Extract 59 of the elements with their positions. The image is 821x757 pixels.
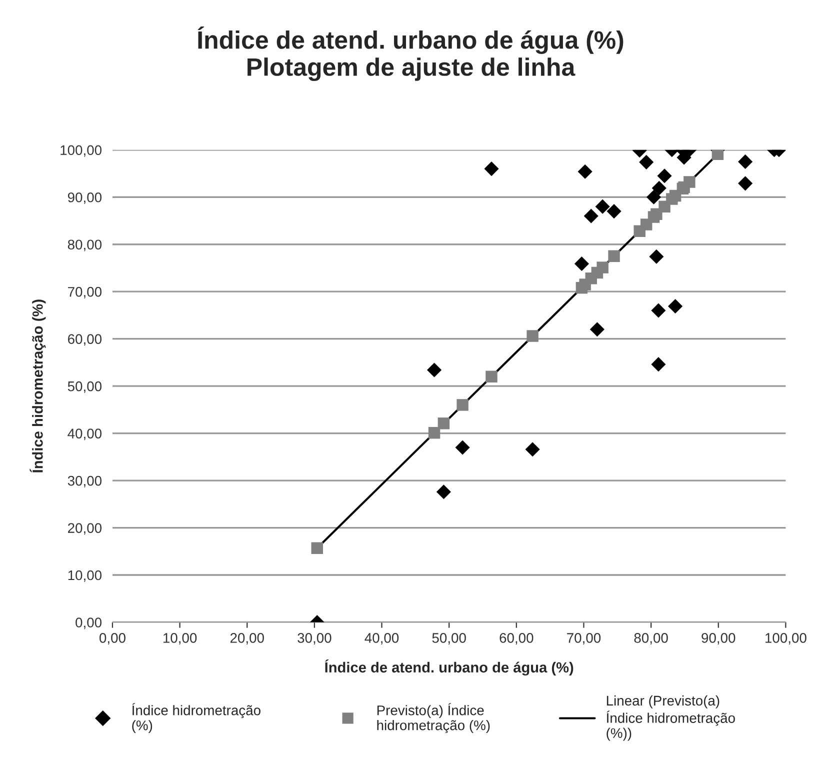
point: [311, 542, 324, 554]
point: [584, 208, 598, 224]
y-tick-label: 20,00: [68, 523, 102, 535]
point: [428, 426, 440, 439]
y-tick-label: 70,00: [68, 286, 102, 298]
x-tick-label: 40,00: [364, 633, 399, 645]
point: [456, 399, 468, 411]
x-axis-title: Índice de atend. urbano de água (%): [325, 660, 574, 676]
point: [595, 199, 610, 214]
point: [484, 161, 499, 176]
point: [436, 484, 451, 500]
point: [426, 362, 442, 378]
y-axis-title: Índice hidrometração (%): [30, 300, 46, 472]
point: [639, 154, 654, 170]
point: [668, 298, 683, 314]
point: [608, 250, 620, 262]
y-tick-label: 80,00: [68, 240, 102, 252]
point: [651, 357, 666, 372]
x-tick-label: 20,00: [230, 633, 264, 645]
x-tick-label: 0,00: [100, 633, 126, 645]
y-tick-label: 50,00: [68, 381, 102, 393]
point: [684, 176, 696, 188]
point: [606, 204, 622, 219]
point: [652, 180, 666, 196]
x-tick-label: 50,00: [432, 633, 466, 645]
chart-title: Índice de atend. urbano de água (%) Plotagem de ajuste de linha: [198, 26, 624, 81]
x-tick-label: 90,00: [702, 633, 736, 645]
point: [438, 418, 450, 430]
point: [712, 150, 724, 160]
point: [651, 303, 666, 318]
y-tick-label: 90,00: [68, 192, 102, 204]
legend-label: Linear (Previsto(a) Índice hidrometração (%)): [606, 695, 735, 741]
legend-label: Previsto(a) Índice hidrometração (%): [377, 703, 490, 734]
point: [646, 190, 662, 204]
legend-label: Índice hidrometração (%): [132, 703, 260, 734]
y-tick-label: 60,00: [68, 334, 102, 346]
y-tick-label: 0,00: [76, 618, 102, 630]
point: [526, 330, 538, 342]
point: [525, 442, 540, 457]
y-tick-label: 30,00: [68, 476, 102, 488]
point: [486, 370, 498, 382]
point: [657, 168, 672, 184]
point: [574, 256, 589, 272]
x-tick-label: 70,00: [567, 633, 601, 645]
y-tick-label: 100,00: [60, 145, 102, 157]
point: [738, 154, 753, 169]
y-tick-label: 10,00: [68, 570, 102, 582]
x-tick-label: 100,00: [766, 633, 806, 645]
point: [455, 440, 470, 455]
x-tick-label: 80,00: [634, 633, 668, 645]
point: [596, 262, 608, 274]
point: [590, 322, 604, 337]
point: [738, 176, 753, 191]
x-tick-label: 30,00: [298, 633, 332, 645]
x-tick-label: 10,00: [163, 633, 197, 645]
y-tick-label: 40,00: [68, 428, 102, 440]
point: [578, 164, 592, 179]
x-tick-label: 60,00: [500, 633, 534, 645]
point: [649, 249, 664, 264]
